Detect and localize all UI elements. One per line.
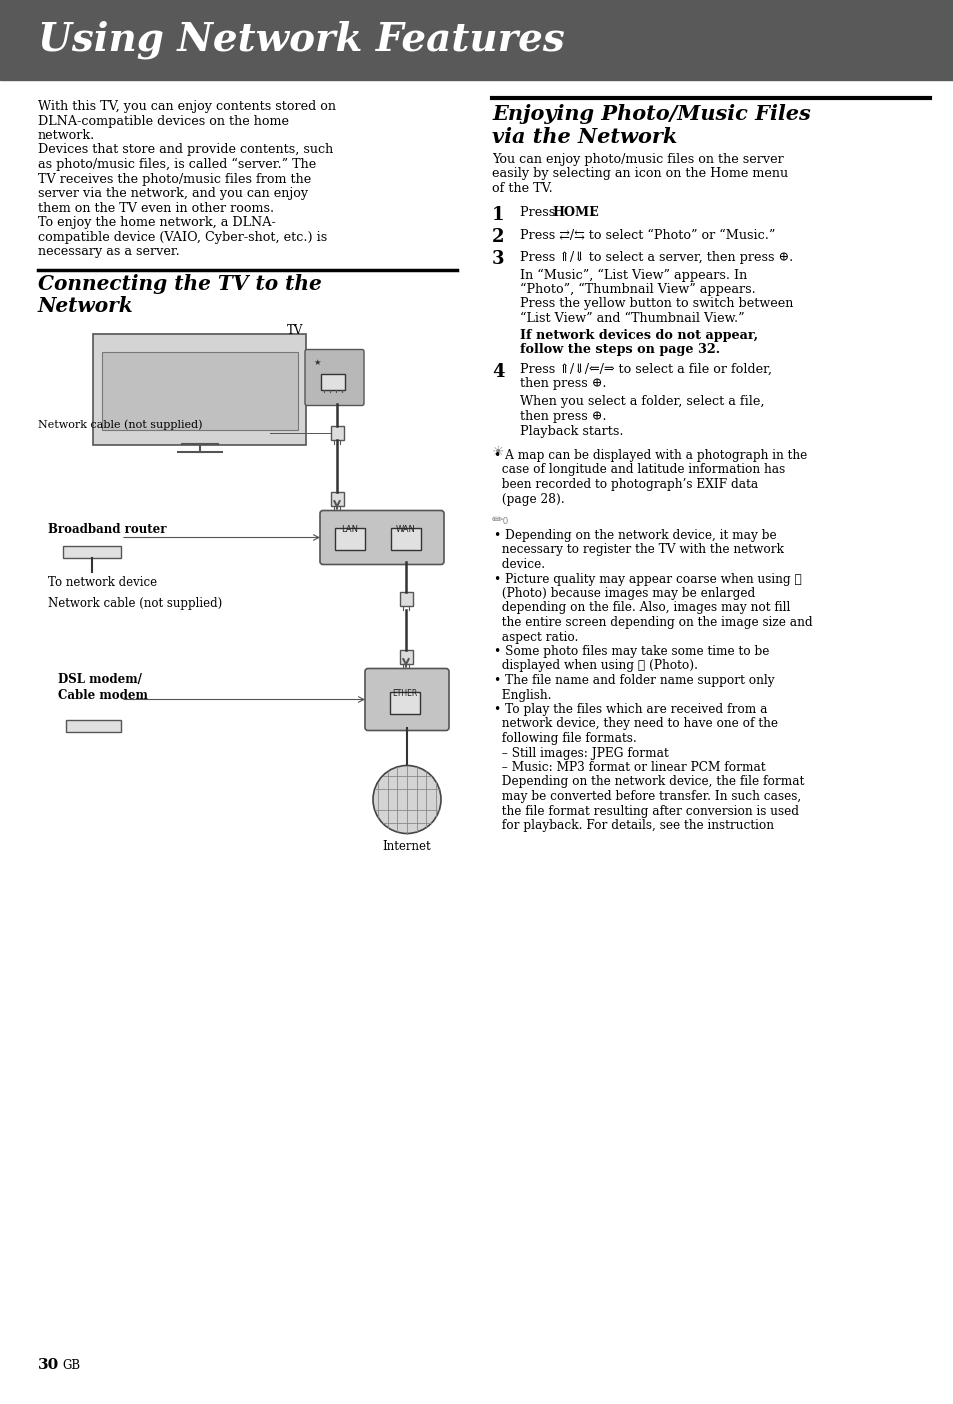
Text: 4: 4 <box>492 364 504 380</box>
Text: HOME: HOME <box>552 206 598 219</box>
Text: Press the yellow button to switch between: Press the yellow button to switch betwee… <box>519 298 793 310</box>
Bar <box>331 491 344 505</box>
Text: – Music: MP3 format or linear PCM format: – Music: MP3 format or linear PCM format <box>494 761 765 774</box>
Text: To network device: To network device <box>48 576 157 588</box>
Text: of the TV.: of the TV. <box>492 183 552 195</box>
Text: When you select a folder, select a file,: When you select a folder, select a file, <box>519 396 763 409</box>
Text: Devices that store and provide contents, such: Devices that store and provide contents,… <box>38 143 333 156</box>
Text: device.: device. <box>494 557 544 571</box>
Text: been recorded to photograph’s EXIF data: been recorded to photograph’s EXIF data <box>494 477 758 491</box>
Text: case of longitude and latitude information has: case of longitude and latitude informati… <box>494 463 784 476</box>
Text: • The file name and folder name support only: • The file name and folder name support … <box>494 674 774 687</box>
Text: In “Music”, “List View” appears. In: In “Music”, “List View” appears. In <box>519 268 746 282</box>
Text: • A map can be displayed with a photograph in the: • A map can be displayed with a photogra… <box>494 449 806 462</box>
Text: Network cable (not supplied): Network cable (not supplied) <box>48 598 222 611</box>
Text: WAN: WAN <box>395 525 416 535</box>
Text: as photo/music files, is called “server.” The: as photo/music files, is called “server.… <box>38 159 315 171</box>
Text: Enjoying Photo/Music Files: Enjoying Photo/Music Files <box>492 104 810 124</box>
Text: 2: 2 <box>492 229 504 247</box>
Text: Network: Network <box>38 295 133 316</box>
Text: may be converted before transfer. In such cases,: may be converted before transfer. In suc… <box>494 790 801 803</box>
Text: displayed when using 📷 (Photo).: displayed when using 📷 (Photo). <box>494 660 698 673</box>
Text: TV: TV <box>287 323 303 337</box>
Bar <box>399 650 413 664</box>
Bar <box>320 373 345 389</box>
Text: “List View” and “Thumbnail View.”: “List View” and “Thumbnail View.” <box>519 312 744 324</box>
Text: (page 28).: (page 28). <box>494 493 564 505</box>
Text: ☀: ☀ <box>492 445 504 459</box>
Text: • Some photo files may take some time to be: • Some photo files may take some time to… <box>494 644 768 658</box>
Text: then press ⊕.: then press ⊕. <box>519 410 606 423</box>
Text: Depending on the network device, the file format: Depending on the network device, the fil… <box>494 775 803 789</box>
Text: • Picture quality may appear coarse when using 📷: • Picture quality may appear coarse when… <box>494 573 801 585</box>
Bar <box>391 528 420 549</box>
FancyBboxPatch shape <box>93 334 306 445</box>
Bar <box>399 591 413 605</box>
FancyBboxPatch shape <box>319 511 443 564</box>
Text: via the Network: via the Network <box>492 126 677 147</box>
Bar <box>390 692 419 713</box>
Text: 1: 1 <box>492 206 504 225</box>
Text: Press ⇄/⇆ to select “Photo” or “Music.”: Press ⇄/⇆ to select “Photo” or “Music.” <box>519 229 775 241</box>
Text: With this TV, you can enjoy contents stored on: With this TV, you can enjoy contents sto… <box>38 100 335 112</box>
Text: • Depending on the network device, it may be: • Depending on the network device, it ma… <box>494 529 776 542</box>
Text: Press ⇑/⇓ to select a server, then press ⊕.: Press ⇑/⇓ to select a server, then press… <box>519 250 792 264</box>
Text: server via the network, and you can enjoy: server via the network, and you can enjo… <box>38 187 308 199</box>
Text: (Photo) because images may be enlarged: (Photo) because images may be enlarged <box>494 587 755 600</box>
Text: • To play the files which are received from a: • To play the files which are received f… <box>494 703 767 716</box>
Text: .: . <box>592 206 596 219</box>
Bar <box>0 0 953 80</box>
Text: TV receives the photo/music files from the: TV receives the photo/music files from t… <box>38 173 311 185</box>
Text: network device, they need to have one of the: network device, they need to have one of… <box>494 717 778 730</box>
Text: for playback. For details, see the instruction: for playback. For details, see the instr… <box>494 819 773 833</box>
Text: aspect ratio.: aspect ratio. <box>494 630 578 643</box>
Text: the entire screen depending on the image size and: the entire screen depending on the image… <box>494 616 812 629</box>
Text: following file formats.: following file formats. <box>494 731 636 746</box>
Text: compatible device (VAIO, Cyber-shot, etc.) is: compatible device (VAIO, Cyber-shot, etc… <box>38 230 327 243</box>
Text: Connecting the TV to the: Connecting the TV to the <box>38 274 321 293</box>
Text: Press ⇑/⇓/⇐/⇒ to select a file or folder,: Press ⇑/⇓/⇐/⇒ to select a file or folder… <box>519 364 771 376</box>
Text: depending on the file. Also, images may not fill: depending on the file. Also, images may … <box>494 601 789 615</box>
Bar <box>66 719 121 731</box>
Text: follow the steps on page 32.: follow the steps on page 32. <box>519 343 720 357</box>
Text: easily by selecting an icon on the Home menu: easily by selecting an icon on the Home … <box>492 167 787 181</box>
Text: ✏₀: ✏₀ <box>492 512 509 526</box>
Text: Playback starts.: Playback starts. <box>519 424 623 438</box>
Text: ★: ★ <box>313 358 320 366</box>
Text: – Still images: JPEG format: – Still images: JPEG format <box>494 747 668 760</box>
Text: Press: Press <box>519 206 558 219</box>
Text: English.: English. <box>494 688 551 702</box>
Text: network.: network. <box>38 129 95 142</box>
Text: DSL modem/
Cable modem: DSL modem/ Cable modem <box>58 673 148 702</box>
Text: Network cable (not supplied): Network cable (not supplied) <box>38 420 202 431</box>
Circle shape <box>373 765 440 834</box>
Text: If network devices do not appear,: If network devices do not appear, <box>519 329 758 341</box>
Bar <box>63 546 121 557</box>
Text: Internet: Internet <box>382 840 431 852</box>
Text: them on the TV even in other rooms.: them on the TV even in other rooms. <box>38 202 274 215</box>
Text: To enjoy the home network, a DLNA-: To enjoy the home network, a DLNA- <box>38 216 275 229</box>
Text: then press ⊕.: then press ⊕. <box>519 378 606 390</box>
Text: Using Network Features: Using Network Features <box>38 21 564 59</box>
Text: necessary as a server.: necessary as a server. <box>38 246 179 258</box>
Text: DLNA-compatible devices on the home: DLNA-compatible devices on the home <box>38 115 289 128</box>
Text: LAN: LAN <box>341 525 358 535</box>
Text: You can enjoy photo/music files on the server: You can enjoy photo/music files on the s… <box>492 153 783 166</box>
Text: ETHER: ETHER <box>392 689 417 699</box>
Text: the file format resulting after conversion is used: the file format resulting after conversi… <box>494 804 799 817</box>
Text: 3: 3 <box>492 250 504 268</box>
Bar <box>331 425 344 439</box>
FancyBboxPatch shape <box>365 668 449 730</box>
Text: Broadband router: Broadband router <box>48 524 167 536</box>
Bar <box>335 528 365 549</box>
Text: “Photo”, “Thumbnail View” appears.: “Photo”, “Thumbnail View” appears. <box>519 284 755 296</box>
Text: GB: GB <box>62 1359 80 1372</box>
FancyBboxPatch shape <box>305 350 364 406</box>
Text: necessary to register the TV with the network: necessary to register the TV with the ne… <box>494 543 783 556</box>
Bar <box>102 351 297 430</box>
Text: 30: 30 <box>38 1358 59 1372</box>
